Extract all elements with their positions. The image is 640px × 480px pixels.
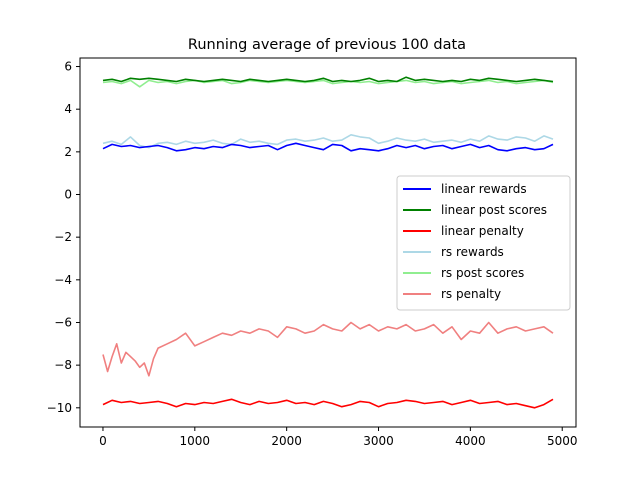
series-lines [102,76,554,409]
y-tick-label: 2 [64,145,72,159]
x-tick-label: 2000 [271,434,302,448]
legend-label-linear-penalty: linear penalty [441,224,524,238]
x-tick-label: 5000 [547,434,578,448]
y-tick-label: 0 [64,188,72,202]
series-line-rs-post-scores [102,79,554,88]
x-tick-label: 1000 [180,434,211,448]
y-tick-label: −4 [54,273,72,287]
x-tick-label: 3000 [363,434,394,448]
x-tick-label: 4000 [455,434,486,448]
x-tick-label: 0 [99,434,107,448]
legend-label-rs-post-scores: rs post scores [441,266,524,280]
legend-box [396,175,571,311]
legend-label-linear-post-scores: linear post scores [441,203,547,217]
series-line-rs-rewards [102,134,554,149]
legend-label-rs-penalty: rs penalty [441,287,501,301]
chart-title: Running average of previous 100 data [188,37,466,53]
y-tick-label: −6 [54,315,72,329]
y-axis-ticks: −10 −8 −6 −4 −2 0 2 4 6 [47,60,80,415]
legend-label-rs-rewards: rs rewards [441,245,504,259]
plot-frame [79,57,577,428]
series-line-linear-penalty [102,398,554,409]
y-tick-label: −2 [54,230,72,244]
y-tick-label: −8 [54,358,72,372]
legend: linear rewards linear post scores linear p… [396,175,571,311]
series-line-linear-rewards [102,142,554,152]
legend-label-linear-rewards: linear rewards [441,182,527,196]
y-tick-label: 4 [64,102,72,116]
series-line-rs-penalty [102,321,554,377]
series-line-linear-post-scores [102,76,554,83]
y-tick-label: −10 [47,401,72,415]
y-tick-label: 6 [64,60,72,74]
x-axis-ticks: 0 1000 2000 3000 4000 5000 [99,427,577,448]
